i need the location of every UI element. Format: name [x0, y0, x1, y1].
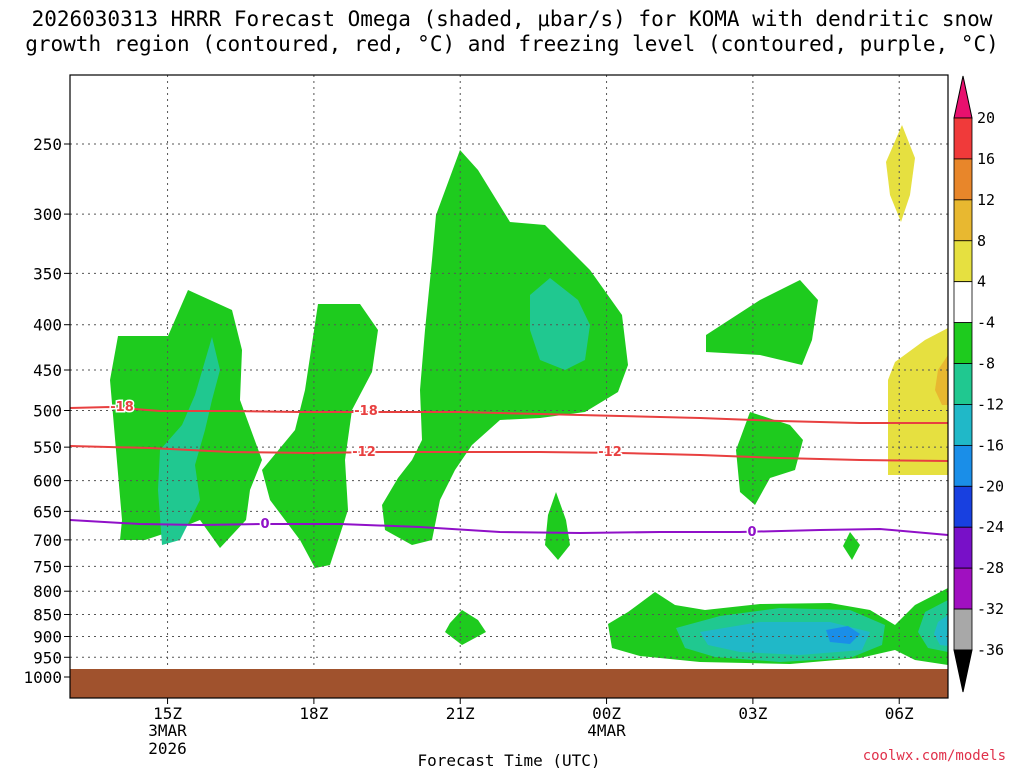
- x-tick-label-03Z: 03Z: [738, 704, 767, 723]
- colorbar-box-2: [953, 199, 973, 242]
- lowlevel-band-blue: [826, 626, 860, 644]
- x-tick-label-15Z: 15Z: [153, 704, 182, 723]
- colorbar-label-8: -16: [977, 436, 1004, 454]
- green-cell-small-2040z: [445, 610, 486, 645]
- x-axis-label: Forecast Time (UTC): [417, 751, 600, 768]
- green-cell-small-05z: [843, 532, 860, 560]
- colorbar-label-2: 12: [977, 191, 995, 209]
- y-tick-label-500: 500: [33, 402, 62, 421]
- x-date-label-00Z: 4MAR: [587, 721, 626, 740]
- pressure-axis: 250 300 350 400 450 500 550 600 650 700 750 800 850 9…: [23, 135, 70, 687]
- plot-frame: [69, 74, 949, 699]
- chart-title-line1: 2026030313 HRRR Forecast Omega (shaded, …: [31, 7, 993, 31]
- x-tick-label-18Z: 18Z: [299, 704, 328, 723]
- contour-freezing: [69, 519, 949, 536]
- x-tick-label-06Z: 06Z: [885, 704, 914, 723]
- colorbar-box-6: [953, 363, 973, 405]
- colorbar-label-11: -28: [977, 559, 1004, 577]
- contour-label-dgz-minus18-1: -18: [354, 404, 378, 419]
- y-tick-label-350: 350: [33, 264, 62, 283]
- contour-label-freezing-level-0: 0: [260, 517, 269, 532]
- y-tick-label-950: 950: [33, 648, 62, 667]
- y-tick-label-600: 600: [33, 472, 62, 491]
- colorbar-box-11: [953, 567, 973, 610]
- temperature-contours: -18 -18 -12 -12 0 0: [69, 399, 949, 542]
- contour-label-freezing-level-1: 0: [747, 525, 756, 540]
- contour-minus12: [69, 445, 949, 462]
- colorbar-box-5: [953, 322, 973, 364]
- contour-minus18: [69, 405, 948, 424]
- y-tick-label-800: 800: [33, 582, 62, 601]
- colorbar-box-7: [953, 404, 973, 446]
- x-year-label-15Z: 2026: [148, 739, 187, 758]
- colorbar-box-8: [953, 444, 973, 487]
- y-tick-label-750: 750: [33, 557, 62, 576]
- y-tick-label-450: 450: [33, 361, 62, 380]
- green-cell-small-2330z: [545, 492, 570, 560]
- colorbar-box-0: [953, 117, 973, 160]
- lowlevel-band-east-cyan: [934, 615, 948, 646]
- y-tick-label-850: 850: [33, 606, 62, 625]
- green-cell-0230z: [706, 280, 818, 365]
- teal-core-23z: [530, 278, 590, 370]
- ground-surface: [70, 669, 948, 698]
- colorbar-bottom-arrow: [953, 649, 973, 693]
- x-tick-label-21Z: 21Z: [446, 704, 475, 723]
- colorbar-box-12: [953, 608, 973, 651]
- colorbar-box-4: [953, 281, 973, 324]
- colorbar: 20 16 12 8 4 -4 -8 -12 -16 -20 -24 -28 -32 -36: [953, 75, 1004, 693]
- colorbar-label-0: 20: [977, 109, 995, 127]
- y-tick-label-400: 400: [33, 316, 62, 335]
- colorbar-label-13: -36: [977, 641, 1004, 659]
- y-tick-label-1000: 1000: [23, 668, 62, 687]
- colorbar-label-5: -4: [977, 314, 995, 332]
- colorbar-box-10: [953, 526, 973, 569]
- colorbar-label-7: -12: [977, 395, 1004, 413]
- colorbar-label-3: 8: [977, 232, 986, 250]
- contour-label-dgz-minus12-1: -12: [598, 445, 622, 460]
- y-tick-label-550: 550: [33, 438, 62, 457]
- colorbar-label-1: 16: [977, 150, 995, 168]
- colorbar-box-1: [953, 158, 973, 201]
- colorbar-label-10: -24: [977, 518, 1004, 536]
- pressure-time-grid: [70, 75, 948, 698]
- x-date-label-15Z: 3MAR: [148, 721, 187, 740]
- yellow-cell-06z: [888, 328, 948, 475]
- colorbar-box-3: [953, 240, 973, 283]
- contour-label-dgz-minus12-0: -12: [352, 445, 376, 460]
- colorbar-label-6: -8: [977, 355, 995, 373]
- y-tick-label-250: 250: [33, 135, 62, 154]
- colorbar-label-4: 4: [977, 273, 986, 291]
- colorbar-label-9: -20: [977, 477, 1004, 495]
- colorbar-box-9: [953, 485, 973, 528]
- x-tick-label-00Z: 00Z: [592, 704, 621, 723]
- chart-title-line2: growth region (contoured, red, °C) and f…: [25, 32, 999, 56]
- site-credit[interactable]: coolwx.com/models: [862, 748, 1006, 764]
- contour-labels: -18 -18 -12 -12 0 0: [109, 399, 758, 542]
- omega-shading: [110, 125, 948, 665]
- y-tick-label-700: 700: [33, 531, 62, 550]
- y-tick-label-300: 300: [33, 205, 62, 224]
- orange-core-06z: [935, 355, 948, 405]
- green-cell-21z: [382, 150, 628, 545]
- yellow-cell-06z-upper: [886, 125, 915, 222]
- y-tick-label-900: 900: [33, 627, 62, 646]
- green-cell-18z: [262, 304, 378, 568]
- contour-label-dgz-minus18-0: -18: [110, 400, 134, 415]
- colorbar-label-12: -32: [977, 600, 1004, 618]
- teal-core-15z: [158, 337, 220, 545]
- y-tick-label-650: 650: [33, 502, 62, 521]
- colorbar-top-arrow: [953, 75, 973, 119]
